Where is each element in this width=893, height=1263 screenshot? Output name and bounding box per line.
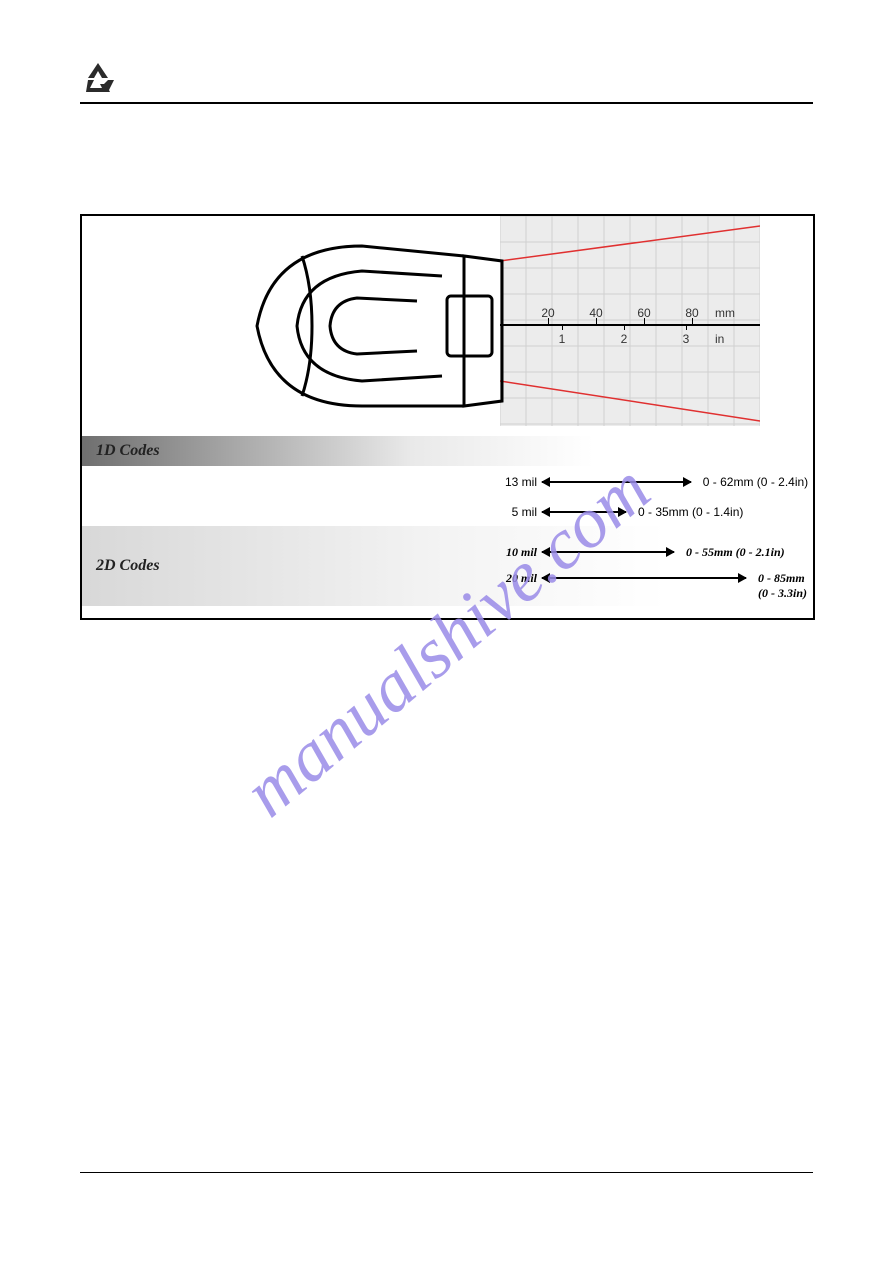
ruler-tick-in bbox=[562, 324, 563, 330]
section-1d-codes: 1D Codes bbox=[82, 436, 813, 466]
ruler-label-mm: 60 bbox=[637, 306, 650, 320]
ruler-label-mm: 20 bbox=[541, 306, 554, 320]
ruler-tick-in bbox=[686, 324, 687, 330]
unit-mm-label: mm bbox=[715, 306, 735, 320]
ranges-1d: 13 mil 0 - 62mm (0 - 2.4in) bbox=[82, 466, 813, 500]
range-arrow-line bbox=[542, 551, 674, 553]
mil-label: 20 mil bbox=[487, 571, 537, 586]
footer-rule bbox=[80, 1172, 813, 1173]
range-value-text: 0 - 35mm (0 - 1.4in) bbox=[638, 505, 743, 519]
ruler-tick-in bbox=[624, 324, 625, 330]
arrow-right-icon bbox=[618, 507, 627, 517]
section-1d-label: 1D Codes bbox=[96, 442, 160, 460]
mil-label: 10 mil bbox=[487, 545, 537, 560]
range-row: 20 mil0 - 85mm (0 - 3.3in) bbox=[82, 566, 813, 590]
ruler-label-mm: 80 bbox=[685, 306, 698, 320]
ruler-label-in: 3 bbox=[683, 332, 690, 346]
range-row: 10 mil 0 - 55mm (0 - 2.1in) bbox=[82, 540, 813, 564]
arrow-left-icon bbox=[541, 507, 550, 517]
arrow-right-icon bbox=[666, 547, 675, 557]
ruler-axis bbox=[500, 324, 760, 326]
arrow-left-icon bbox=[541, 477, 550, 487]
recycle-logo-icon bbox=[80, 60, 116, 96]
range-arrow-line bbox=[542, 511, 626, 513]
section-2d-codes: 2D Codes 10 mil0 - 55mm (0 - 2.1in)20 mi… bbox=[82, 526, 813, 606]
ruler-label-in: 2 bbox=[621, 332, 628, 346]
range-arrow-line bbox=[542, 481, 691, 483]
mil-label: 5 mil bbox=[487, 505, 537, 519]
header-rule bbox=[80, 102, 813, 104]
range-arrow-line bbox=[542, 577, 746, 579]
scanner-illustration-region: 20 40 60 80 1 2 3 mm in bbox=[82, 216, 813, 436]
arrow-left-icon bbox=[541, 547, 550, 557]
ranges-2d-row1: 5 mil 0 - 35mm (0 - 1.4in) bbox=[82, 500, 813, 526]
ruler-label-mm: 40 bbox=[589, 306, 602, 320]
distance-ruler: 20 40 60 80 1 2 3 mm in bbox=[500, 296, 760, 356]
arrow-right-icon bbox=[738, 573, 747, 583]
arrow-right-icon bbox=[683, 477, 692, 487]
range-row: 13 mil 0 - 62mm (0 - 2.4in) bbox=[82, 470, 813, 494]
range-row: 5 mil 0 - 35mm (0 - 1.4in) bbox=[82, 500, 813, 524]
ruler-label-in: 1 bbox=[559, 332, 566, 346]
scanner-device-icon bbox=[242, 226, 522, 426]
unit-in-label: in bbox=[715, 332, 724, 346]
range-value-text: 0 - 85mm (0 - 3.3in) bbox=[758, 571, 813, 601]
range-value-text: 0 - 62mm (0 - 2.4in) bbox=[703, 475, 808, 489]
reading-diagram: 20 40 60 80 1 2 3 mm in 1D Codes 13 mil 0 - 62m… bbox=[80, 214, 815, 620]
page: 20 40 60 80 1 2 3 mm in 1D Codes 13 mil 0 - 62m… bbox=[0, 0, 893, 680]
arrow-left-icon bbox=[541, 573, 550, 583]
mil-label: 13 mil bbox=[487, 475, 537, 489]
range-value-text: 0 - 55mm (0 - 2.1in) bbox=[686, 545, 785, 560]
ranges-2d-rows: 10 mil0 - 55mm (0 - 2.1in)20 mil0 - 85mm… bbox=[82, 526, 813, 606]
